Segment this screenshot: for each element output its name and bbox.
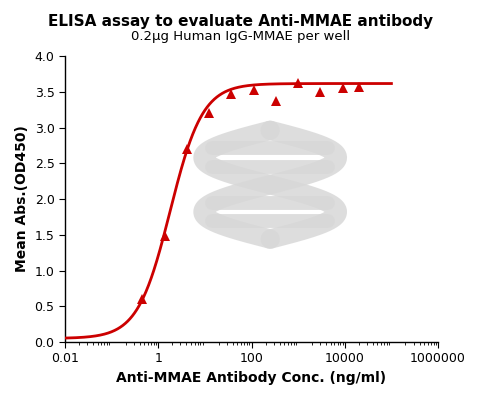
Y-axis label: Mean Abs.(OD450): Mean Abs.(OD450) (15, 126, 29, 272)
X-axis label: Anti-MMAE Antibody Conc. (ng/ml): Anti-MMAE Antibody Conc. (ng/ml) (116, 371, 386, 385)
Text: ELISA assay to evaluate Anti-MMAE antibody: ELISA assay to evaluate Anti-MMAE antibo… (48, 14, 432, 29)
Text: 0.2μg Human IgG-MMAE per well: 0.2μg Human IgG-MMAE per well (131, 30, 349, 43)
